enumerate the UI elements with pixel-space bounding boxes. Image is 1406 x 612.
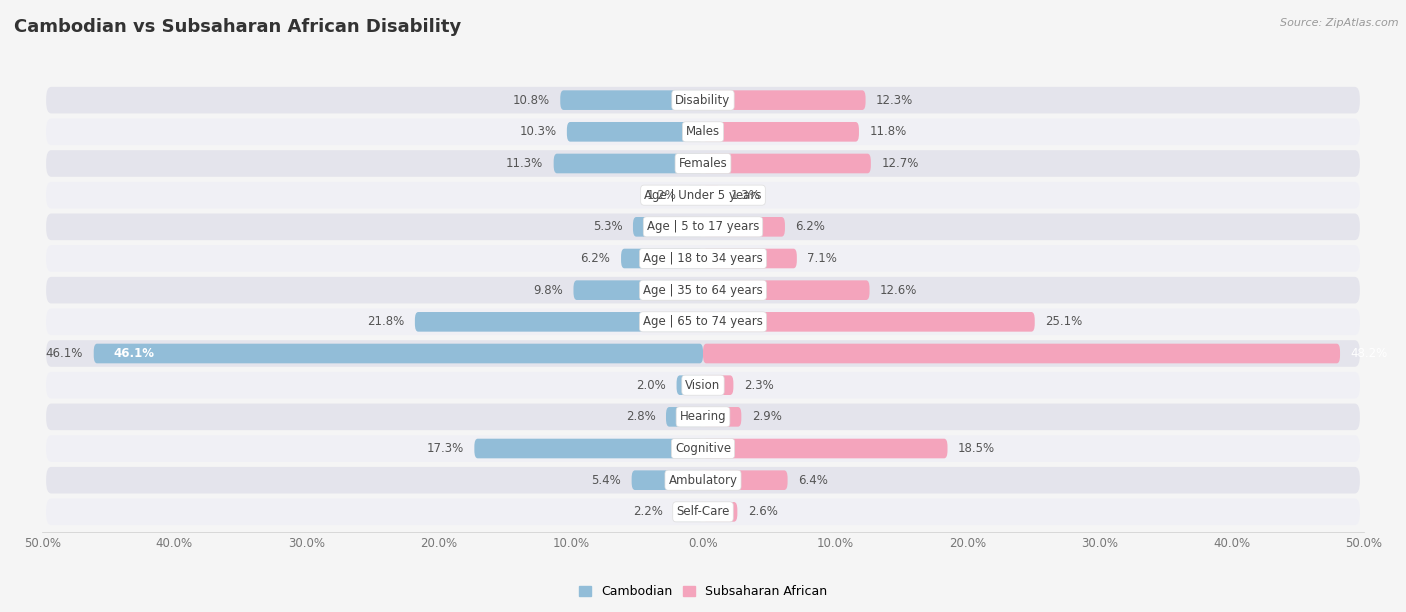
Text: 48.2%: 48.2% (1351, 347, 1388, 360)
FancyBboxPatch shape (46, 87, 1360, 113)
Text: Cambodian vs Subsaharan African Disability: Cambodian vs Subsaharan African Disabili… (14, 18, 461, 36)
FancyBboxPatch shape (46, 499, 1360, 525)
Text: 2.2%: 2.2% (634, 506, 664, 518)
FancyBboxPatch shape (94, 344, 703, 364)
Text: 2.3%: 2.3% (744, 379, 773, 392)
Text: 17.3%: 17.3% (426, 442, 464, 455)
FancyBboxPatch shape (46, 182, 1360, 209)
Text: Age | 5 to 17 years: Age | 5 to 17 years (647, 220, 759, 233)
FancyBboxPatch shape (46, 435, 1360, 462)
FancyBboxPatch shape (631, 471, 703, 490)
Text: Hearing: Hearing (679, 410, 727, 424)
Text: Males: Males (686, 125, 720, 138)
FancyBboxPatch shape (554, 154, 703, 173)
Text: 2.6%: 2.6% (748, 506, 778, 518)
FancyBboxPatch shape (673, 502, 703, 521)
FancyBboxPatch shape (46, 245, 1360, 272)
Text: Self-Care: Self-Care (676, 506, 730, 518)
FancyBboxPatch shape (703, 217, 785, 237)
FancyBboxPatch shape (703, 375, 734, 395)
Text: Females: Females (679, 157, 727, 170)
FancyBboxPatch shape (688, 185, 703, 205)
Text: Cognitive: Cognitive (675, 442, 731, 455)
FancyBboxPatch shape (703, 344, 1340, 364)
Text: 5.3%: 5.3% (593, 220, 623, 233)
FancyBboxPatch shape (703, 91, 866, 110)
FancyBboxPatch shape (703, 312, 1035, 332)
Text: Vision: Vision (685, 379, 721, 392)
FancyBboxPatch shape (703, 502, 737, 521)
Text: 6.4%: 6.4% (799, 474, 828, 487)
Text: 2.8%: 2.8% (626, 410, 655, 424)
Text: 11.3%: 11.3% (506, 157, 543, 170)
FancyBboxPatch shape (703, 185, 720, 205)
Text: 12.7%: 12.7% (882, 157, 918, 170)
FancyBboxPatch shape (560, 91, 703, 110)
Text: 21.8%: 21.8% (367, 315, 405, 328)
Text: 7.1%: 7.1% (807, 252, 838, 265)
Text: 12.6%: 12.6% (880, 284, 918, 297)
FancyBboxPatch shape (633, 217, 703, 237)
FancyBboxPatch shape (474, 439, 703, 458)
Text: Age | 65 to 74 years: Age | 65 to 74 years (643, 315, 763, 328)
FancyBboxPatch shape (46, 150, 1360, 177)
Text: Age | 35 to 64 years: Age | 35 to 64 years (643, 284, 763, 297)
Text: 10.3%: 10.3% (519, 125, 557, 138)
FancyBboxPatch shape (676, 375, 703, 395)
Text: 46.1%: 46.1% (46, 347, 83, 360)
FancyBboxPatch shape (46, 467, 1360, 493)
FancyBboxPatch shape (703, 439, 948, 458)
FancyBboxPatch shape (621, 248, 703, 268)
FancyBboxPatch shape (46, 214, 1360, 240)
Text: 18.5%: 18.5% (957, 442, 995, 455)
FancyBboxPatch shape (46, 119, 1360, 145)
FancyBboxPatch shape (46, 372, 1360, 398)
Text: 5.4%: 5.4% (592, 474, 621, 487)
Text: 1.3%: 1.3% (731, 188, 761, 202)
Text: 2.9%: 2.9% (752, 410, 782, 424)
Text: 46.1%: 46.1% (114, 347, 155, 360)
FancyBboxPatch shape (46, 403, 1360, 430)
FancyBboxPatch shape (46, 340, 1360, 367)
Text: 11.8%: 11.8% (869, 125, 907, 138)
FancyBboxPatch shape (703, 407, 741, 427)
Text: 12.3%: 12.3% (876, 94, 914, 106)
FancyBboxPatch shape (574, 280, 703, 300)
FancyBboxPatch shape (46, 308, 1360, 335)
Text: 9.8%: 9.8% (533, 284, 562, 297)
FancyBboxPatch shape (703, 471, 787, 490)
Text: 6.2%: 6.2% (581, 252, 610, 265)
FancyBboxPatch shape (567, 122, 703, 141)
FancyBboxPatch shape (703, 248, 797, 268)
Text: 10.8%: 10.8% (513, 94, 550, 106)
FancyBboxPatch shape (415, 312, 703, 332)
FancyBboxPatch shape (46, 277, 1360, 304)
FancyBboxPatch shape (703, 280, 869, 300)
Legend: Cambodian, Subsaharan African: Cambodian, Subsaharan African (574, 580, 832, 603)
FancyBboxPatch shape (703, 122, 859, 141)
Text: Age | 18 to 34 years: Age | 18 to 34 years (643, 252, 763, 265)
Text: 2.0%: 2.0% (637, 379, 666, 392)
Text: Source: ZipAtlas.com: Source: ZipAtlas.com (1281, 18, 1399, 28)
Text: 1.2%: 1.2% (647, 188, 676, 202)
Text: Ambulatory: Ambulatory (668, 474, 738, 487)
FancyBboxPatch shape (666, 407, 703, 427)
Text: Disability: Disability (675, 94, 731, 106)
Text: 6.2%: 6.2% (796, 220, 825, 233)
Text: 25.1%: 25.1% (1045, 315, 1083, 328)
Text: Age | Under 5 years: Age | Under 5 years (644, 188, 762, 202)
FancyBboxPatch shape (703, 154, 870, 173)
